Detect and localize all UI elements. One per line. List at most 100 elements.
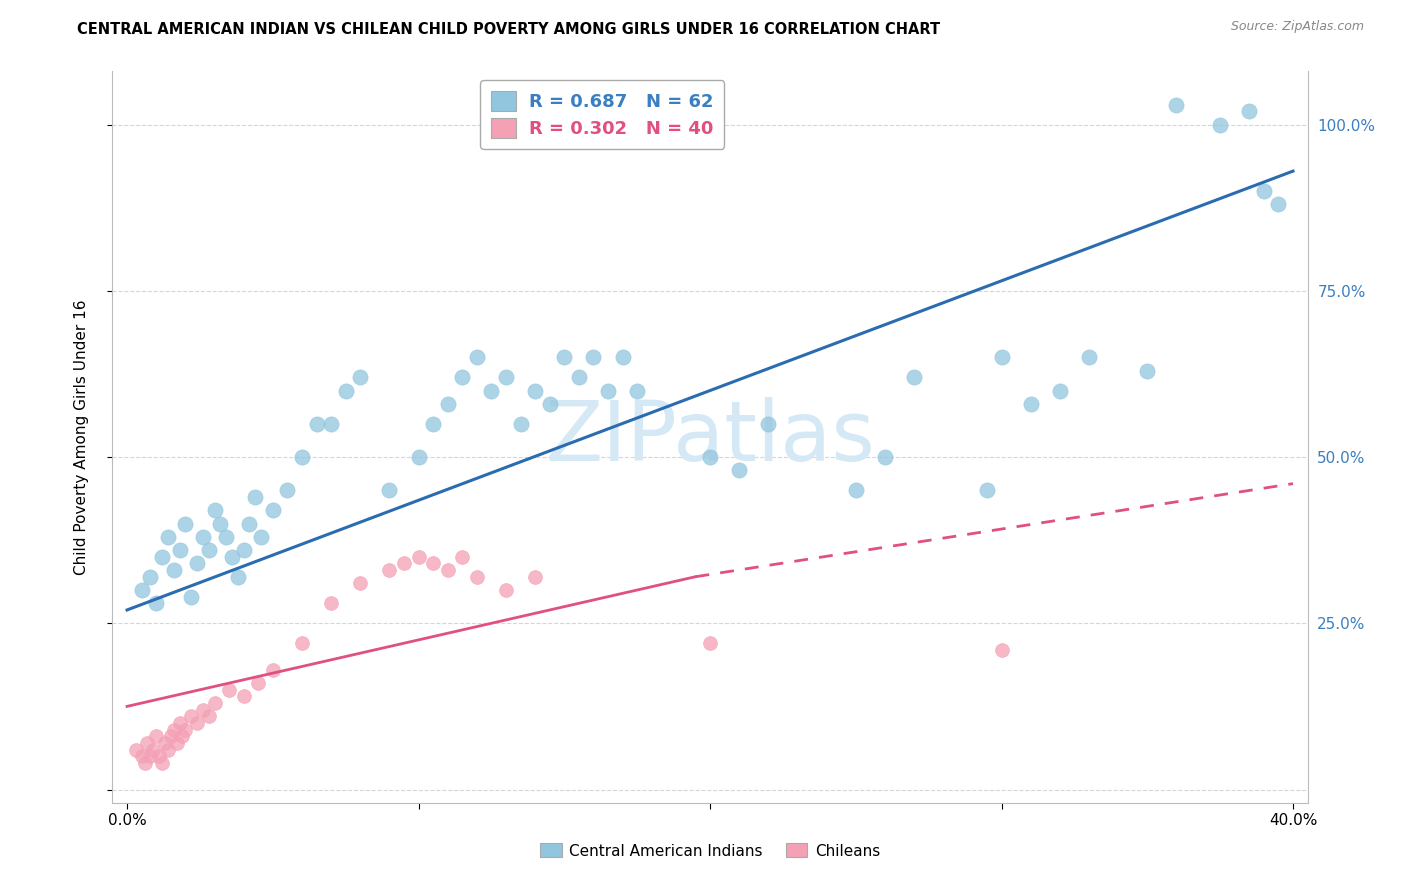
Point — [465, 570, 488, 584]
Point — [756, 417, 779, 431]
Point — [1019, 397, 1042, 411]
Point — [1136, 363, 1159, 377]
Point — [148, 749, 170, 764]
Point — [1166, 97, 1188, 112]
Point — [186, 716, 208, 731]
Point — [172, 729, 194, 743]
Point — [319, 417, 342, 431]
Point — [218, 682, 240, 697]
Point — [596, 384, 619, 398]
Point — [349, 370, 371, 384]
Point — [699, 636, 721, 650]
Legend: Central American Indians, Chileans: Central American Indians, Chileans — [534, 838, 886, 864]
Point — [186, 557, 208, 571]
Point — [495, 582, 517, 597]
Point — [153, 736, 176, 750]
Point — [349, 576, 371, 591]
Point — [232, 690, 254, 704]
Point — [1049, 384, 1071, 398]
Point — [845, 483, 868, 498]
Point — [262, 663, 284, 677]
Point — [903, 370, 925, 384]
Point — [197, 709, 219, 723]
Point — [553, 351, 575, 365]
Point — [250, 530, 273, 544]
Point — [538, 397, 561, 411]
Point — [568, 370, 591, 384]
Point — [163, 723, 186, 737]
Point — [156, 530, 179, 544]
Point — [319, 596, 342, 610]
Point — [291, 636, 314, 650]
Point — [481, 384, 503, 398]
Point — [408, 549, 430, 564]
Point — [976, 483, 998, 498]
Point — [276, 483, 298, 498]
Point — [392, 557, 415, 571]
Point — [145, 729, 167, 743]
Point — [180, 709, 202, 723]
Point — [422, 557, 444, 571]
Point — [169, 543, 191, 558]
Point — [378, 483, 401, 498]
Point — [495, 370, 517, 384]
Point — [204, 696, 226, 710]
Point — [204, 503, 226, 517]
Point — [873, 450, 896, 464]
Point — [142, 742, 165, 756]
Point — [180, 590, 202, 604]
Point — [238, 516, 260, 531]
Point — [150, 549, 173, 564]
Point — [145, 596, 167, 610]
Point — [136, 736, 159, 750]
Point — [131, 749, 153, 764]
Point — [191, 703, 214, 717]
Point — [626, 384, 648, 398]
Point — [1209, 118, 1232, 132]
Point — [156, 742, 179, 756]
Point — [582, 351, 605, 365]
Point — [174, 723, 197, 737]
Point — [451, 370, 474, 384]
Point — [465, 351, 488, 365]
Point — [209, 516, 232, 531]
Point — [699, 450, 721, 464]
Point — [163, 563, 186, 577]
Point — [1239, 104, 1261, 119]
Point — [191, 530, 214, 544]
Point — [990, 643, 1012, 657]
Point — [509, 417, 531, 431]
Point — [245, 490, 267, 504]
Point — [139, 570, 162, 584]
Point — [150, 756, 173, 770]
Point — [134, 756, 156, 770]
Point — [1078, 351, 1101, 365]
Point — [169, 716, 191, 731]
Point — [436, 397, 458, 411]
Point — [174, 516, 197, 531]
Point — [125, 742, 148, 756]
Point — [1253, 184, 1275, 198]
Point — [131, 582, 153, 597]
Y-axis label: Child Poverty Among Girls Under 16: Child Poverty Among Girls Under 16 — [75, 300, 89, 574]
Point — [139, 749, 162, 764]
Point — [524, 570, 547, 584]
Point — [232, 543, 254, 558]
Text: Source: ZipAtlas.com: Source: ZipAtlas.com — [1230, 20, 1364, 33]
Point — [247, 676, 270, 690]
Point — [436, 563, 458, 577]
Text: ZIPatlas: ZIPatlas — [546, 397, 875, 477]
Point — [378, 563, 401, 577]
Point — [612, 351, 634, 365]
Point — [335, 384, 357, 398]
Point — [215, 530, 238, 544]
Point — [197, 543, 219, 558]
Point — [990, 351, 1012, 365]
Point — [221, 549, 243, 564]
Point — [728, 463, 751, 477]
Point — [1267, 197, 1289, 211]
Point — [226, 570, 249, 584]
Point — [524, 384, 547, 398]
Point — [422, 417, 444, 431]
Point — [291, 450, 314, 464]
